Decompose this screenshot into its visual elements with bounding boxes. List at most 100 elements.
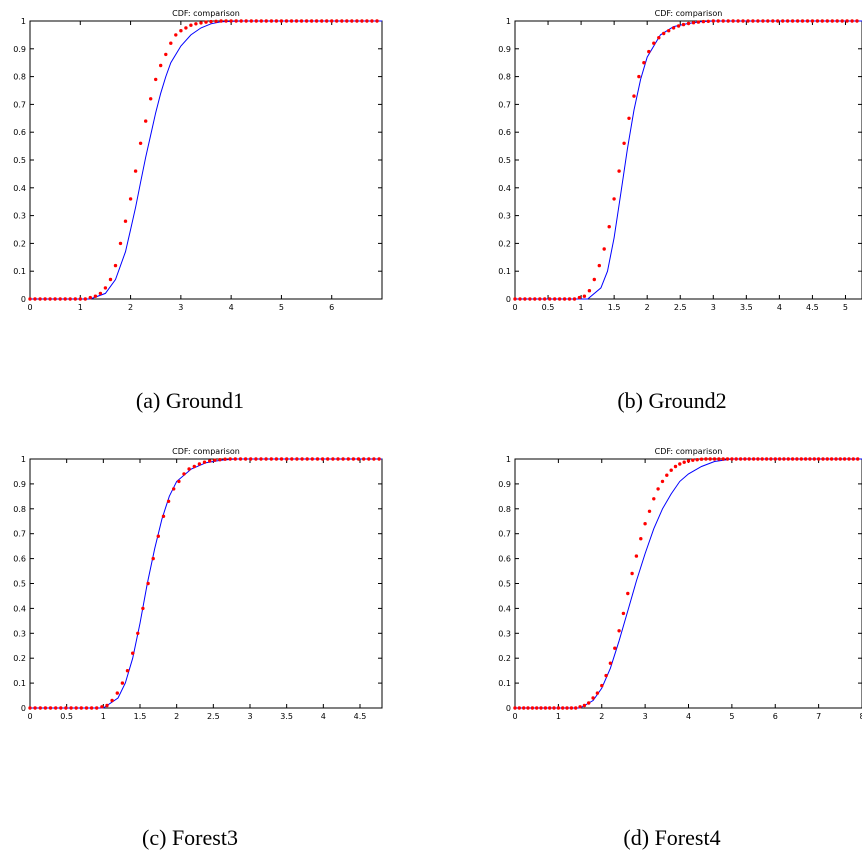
cdf-point	[43, 706, 48, 710]
cdf-point	[825, 457, 829, 461]
x-tick-label: 3	[643, 712, 648, 721]
cdf-point	[721, 19, 725, 23]
y-tick-label: 0.7	[13, 100, 26, 109]
cdf-point	[177, 479, 181, 484]
x-tick-label: 6	[773, 712, 778, 721]
cdf-point	[131, 651, 135, 655]
x-tick-label: 0	[27, 712, 32, 721]
x-tick-label: 2	[645, 303, 650, 312]
cdf-point	[850, 19, 854, 23]
cdf-point	[712, 457, 717, 461]
cdf-point	[284, 19, 289, 23]
cdf-point	[725, 457, 730, 461]
y-tick-label: 0	[506, 704, 511, 713]
cdf-point	[842, 457, 847, 461]
x-tick-label: 5	[729, 712, 734, 721]
cdf-line	[515, 458, 862, 709]
y-tick-label: 0.6	[13, 555, 26, 564]
cdf-point	[33, 297, 37, 301]
cdf-point	[172, 487, 176, 491]
cdf-point	[325, 19, 329, 23]
chart-title: CDF: comparison	[655, 447, 723, 456]
cdf-point	[350, 19, 354, 23]
cdf-point	[28, 297, 32, 301]
x-tick-label: 4	[229, 303, 234, 312]
cdf-point	[279, 19, 284, 23]
cdf-point	[199, 21, 203, 25]
cdf-point	[375, 19, 379, 23]
cdf-point	[264, 19, 268, 23]
cdf-point	[656, 487, 660, 491]
cdf-point	[320, 457, 325, 461]
cdf-point	[305, 457, 309, 461]
cdf-point	[223, 457, 227, 461]
cdf-point	[781, 19, 785, 23]
cdf-point	[816, 457, 821, 461]
caption-c: (c) Forest3	[142, 825, 238, 850]
cdf-point	[372, 457, 376, 461]
cdf-point	[166, 499, 171, 503]
cdf-point	[678, 462, 682, 466]
cdf-point	[665, 473, 669, 477]
cdf-point	[561, 706, 565, 710]
chart-title: CDF: comparison	[172, 9, 240, 18]
cdf-point	[660, 479, 665, 484]
cdf-point	[189, 23, 193, 27]
cdf-point	[647, 49, 651, 54]
cdf-point	[78, 297, 83, 301]
cdf-point	[782, 457, 786, 461]
cdf-point	[847, 457, 851, 461]
y-tick-label: 0.1	[13, 679, 26, 688]
cdf-point	[33, 706, 37, 710]
x-tick-label: 4.5	[354, 712, 367, 721]
y-tick-label: 0.1	[13, 267, 26, 276]
cdf-point	[370, 19, 374, 23]
cdf-point	[642, 61, 646, 65]
cdf-point	[773, 457, 777, 461]
y-tick-label: 0.3	[13, 212, 26, 221]
cdf-point	[285, 457, 289, 461]
cdf-point	[795, 457, 799, 461]
cdf-point	[197, 462, 202, 466]
cdf-point	[149, 97, 153, 101]
cdf-point	[194, 22, 198, 26]
cdf-point	[533, 297, 537, 301]
cdf-point	[254, 457, 258, 461]
cdf-point	[351, 457, 356, 461]
x-tick-label: 6	[329, 303, 334, 312]
cdf-point	[751, 19, 755, 23]
cdf-point	[141, 606, 145, 611]
cdf-point	[825, 19, 829, 23]
cdf-point	[548, 706, 552, 710]
cdf-point	[146, 581, 150, 586]
cdf-point	[676, 24, 681, 28]
y-tick-label: 0.9	[498, 45, 511, 54]
cdf-point	[699, 457, 704, 461]
cdf-point	[128, 197, 133, 201]
cdf-point	[528, 297, 532, 301]
cdf-point	[331, 457, 335, 461]
chart-panel-a: CDF: comparison 0 0.1 0.2 0.3 0.4 0.5 0.6 0.7 0.8…	[0, 0, 400, 312]
cdf-point	[604, 673, 608, 678]
cdf-point	[751, 457, 756, 461]
cdf-point	[264, 457, 268, 461]
y-tick-label: 0.7	[13, 530, 26, 539]
cdf-point	[626, 591, 630, 596]
cdf-point	[526, 706, 530, 710]
cdf-point	[761, 19, 765, 23]
cdf-point	[686, 21, 691, 26]
cdf-point	[622, 141, 626, 145]
cdf-point	[657, 36, 661, 40]
cdf-point	[716, 19, 720, 23]
cdf-point	[202, 460, 207, 464]
cdf-point	[64, 706, 68, 710]
cdf-point	[48, 297, 52, 301]
cdf-point	[591, 696, 595, 700]
cdf-point	[110, 698, 114, 703]
cdf-point	[159, 63, 163, 68]
cdf-point	[800, 19, 805, 23]
cdf-point	[682, 460, 686, 464]
y-tick-label: 1	[506, 17, 511, 26]
cdf-point	[764, 457, 769, 461]
cdf-point	[569, 706, 574, 710]
